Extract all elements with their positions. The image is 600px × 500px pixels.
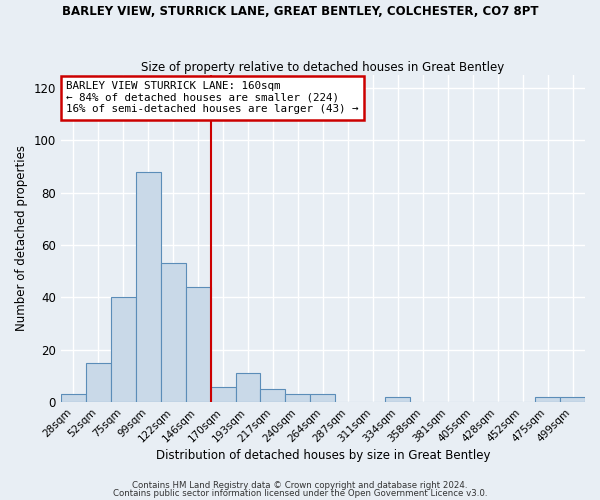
Bar: [236, 374, 260, 402]
Bar: [136, 172, 161, 402]
Bar: [560, 397, 585, 402]
Text: BARLEY VIEW STURRICK LANE: 160sqm
← 84% of detached houses are smaller (224)
16%: BARLEY VIEW STURRICK LANE: 160sqm ← 84% …: [66, 81, 359, 114]
Bar: [185, 287, 211, 402]
Bar: [385, 397, 410, 402]
Bar: [86, 363, 111, 402]
Bar: [535, 397, 560, 402]
Y-axis label: Number of detached properties: Number of detached properties: [15, 146, 28, 332]
Bar: [286, 394, 310, 402]
Bar: [310, 394, 335, 402]
Bar: [260, 389, 286, 402]
Bar: [161, 264, 185, 402]
X-axis label: Distribution of detached houses by size in Great Bentley: Distribution of detached houses by size …: [155, 450, 490, 462]
Bar: [111, 298, 136, 402]
Bar: [211, 386, 236, 402]
Text: BARLEY VIEW, STURRICK LANE, GREAT BENTLEY, COLCHESTER, CO7 8PT: BARLEY VIEW, STURRICK LANE, GREAT BENTLE…: [62, 5, 538, 18]
Bar: [61, 394, 86, 402]
Text: Contains HM Land Registry data © Crown copyright and database right 2024.: Contains HM Land Registry data © Crown c…: [132, 480, 468, 490]
Title: Size of property relative to detached houses in Great Bentley: Size of property relative to detached ho…: [141, 60, 505, 74]
Text: Contains public sector information licensed under the Open Government Licence v3: Contains public sector information licen…: [113, 489, 487, 498]
